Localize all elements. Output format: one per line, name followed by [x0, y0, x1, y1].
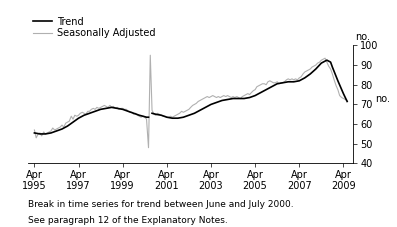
Text: See paragraph 12 of the Explanatory Notes.: See paragraph 12 of the Explanatory Note… [28, 216, 227, 225]
Y-axis label: no.: no. [375, 94, 390, 104]
Text: no.: no. [355, 32, 370, 42]
Text: Break in time series for trend between June and July 2000.: Break in time series for trend between J… [28, 200, 293, 209]
Legend: Trend, Seasonally Adjusted: Trend, Seasonally Adjusted [33, 17, 156, 38]
